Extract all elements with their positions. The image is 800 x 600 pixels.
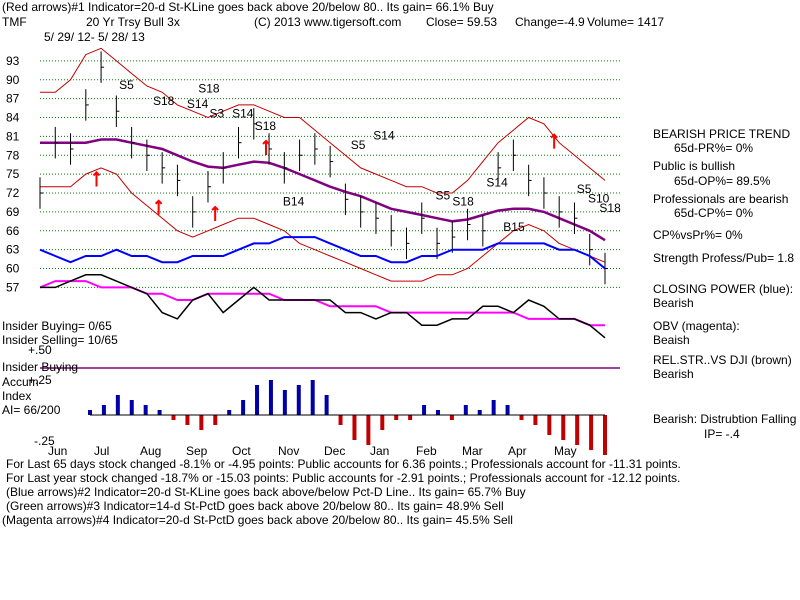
signal-label: B14	[283, 195, 305, 209]
price-tick-label: 90	[6, 73, 20, 87]
month-label: Mar	[462, 444, 483, 458]
price-tick-label: 78	[6, 148, 20, 162]
cp-value: 65d-CP%= 0%	[674, 206, 754, 220]
price-tick-label: 84	[6, 111, 20, 125]
month-label: Apr	[508, 444, 527, 458]
rel-strength-label: REL.STR..VS DJI (brown)	[653, 353, 792, 367]
signal-label: S18	[452, 195, 474, 209]
price-tick-label: 75	[6, 167, 20, 181]
pros-status: Professionals are bearish	[653, 192, 789, 206]
month-label: May	[554, 444, 577, 458]
red-arrow	[262, 139, 270, 155]
insider-buying: Insider Buying= 0/65	[2, 319, 112, 333]
footer-green-arrows: (Green arrows)#3 Indicator=14-d St-PctD …	[6, 499, 504, 513]
signal-label: S5	[436, 188, 451, 202]
footer-blue-arrows: (Blue arrows)#2 Indicator=20-d St-KLine …	[6, 485, 526, 499]
lower-band-line	[40, 167, 606, 282]
signal-label: S5	[577, 182, 592, 196]
month-label: Oct	[232, 444, 251, 458]
signal-label: S18	[255, 119, 277, 133]
price-tick-label: 81	[6, 129, 20, 143]
price-tick-label: 66	[6, 224, 20, 238]
month-label: Jul	[94, 444, 109, 458]
red-arrow	[154, 199, 163, 215]
price-tick-label: 87	[6, 92, 20, 106]
price-tick-label: 69	[6, 205, 20, 219]
footer-magenta-arrows: (Magenta arrows)#4 Indicator=20-d St-Pct…	[2, 513, 513, 527]
month-label: Aug	[140, 444, 161, 458]
pr-value: 65d-PR%= 0%	[674, 141, 754, 155]
change-value: Change=-4.9	[515, 15, 585, 29]
date-range: 5/ 29/ 12- 5/ 28/ 13	[44, 30, 145, 44]
volume-value: Volume= 1417	[587, 15, 665, 29]
header-line-red-arrows: (Red arrows)#1 Indicator=20-d St-KLine g…	[2, 0, 494, 14]
accum-tick-neg025: -.25	[34, 434, 55, 448]
price-tick-label: 93	[6, 54, 20, 68]
signal-label: S5	[119, 78, 134, 92]
strength: Strength Profess/Pub= 1.8	[653, 251, 795, 265]
red-arrow	[211, 205, 219, 222]
red-arrow	[92, 171, 101, 187]
relative-strength-line	[40, 274, 606, 339]
signal-label: S5	[351, 138, 366, 152]
trend-title: BEARISH PRICE TREND	[653, 127, 791, 141]
closing-power-label: CLOSING POWER (blue):	[653, 282, 794, 296]
closing-power-line	[39, 236, 606, 270]
upper-band-line	[40, 47, 606, 194]
cp-vs-pr: CP%vsPr%= 0%	[653, 228, 743, 242]
footer-65-day: For Last 65 days stock changed -8.1% or …	[6, 457, 681, 471]
ip-value: IP= -.4	[704, 427, 740, 441]
signal-label: S18	[153, 94, 175, 108]
insider-selling: Insider Selling= 10/65	[2, 333, 118, 347]
price-tick-label: 57	[6, 280, 20, 294]
obv-value: Beaish	[653, 333, 690, 347]
signal-label: S14	[187, 97, 209, 111]
footer-last-year: For Last year stock changed -18.7% or -1…	[6, 471, 681, 485]
signal-label: B15	[503, 220, 525, 234]
month-label: Jan	[370, 444, 389, 458]
index-label: Index	[2, 389, 32, 403]
ai-value: AI= 66/200	[2, 403, 61, 417]
signal-label: S14	[232, 107, 254, 121]
month-label: Sep	[186, 444, 208, 458]
price-tick-label: 60	[6, 262, 20, 276]
op-value: 65d-OP%= 89.5%	[674, 174, 771, 188]
signal-label: S14	[486, 176, 508, 190]
month-label: Jun	[48, 444, 67, 458]
month-label: Dec	[324, 444, 345, 458]
signal-label: S10	[588, 192, 610, 206]
accum-label: Accum	[2, 375, 39, 389]
price-tick-label: 63	[6, 243, 20, 257]
closing-power-value: Bearish	[653, 296, 694, 310]
signal-label: S3	[210, 107, 225, 121]
price-tick-label: 72	[6, 186, 20, 200]
distribution-label: Bearish: Distrubtion Falling	[653, 412, 797, 426]
accum-tick-050: +.50	[28, 343, 52, 357]
rel-strength-value: Bearish	[653, 367, 694, 381]
moving-average-line	[40, 138, 606, 242]
copyright: (C) 2013 www.tigersoft.com	[254, 15, 402, 29]
ticker: TMF	[2, 15, 27, 29]
accum-tick-025: +.25	[28, 373, 52, 387]
signal-label: S14	[373, 129, 395, 143]
red-arrow	[550, 133, 558, 149]
signal-label: S18	[599, 201, 621, 215]
signal-label: S18	[198, 81, 220, 95]
close-value: Close= 59.53	[426, 15, 498, 29]
public-status: Public is bullish	[653, 159, 736, 173]
month-label: Feb	[416, 444, 437, 458]
month-label: Nov	[278, 444, 299, 458]
security-name: 20 Yr Trsy Bull 3x	[86, 15, 180, 29]
obv-label: OBV (magenta):	[653, 319, 740, 333]
insider-buying-line-label: Insider Buying	[2, 360, 79, 374]
